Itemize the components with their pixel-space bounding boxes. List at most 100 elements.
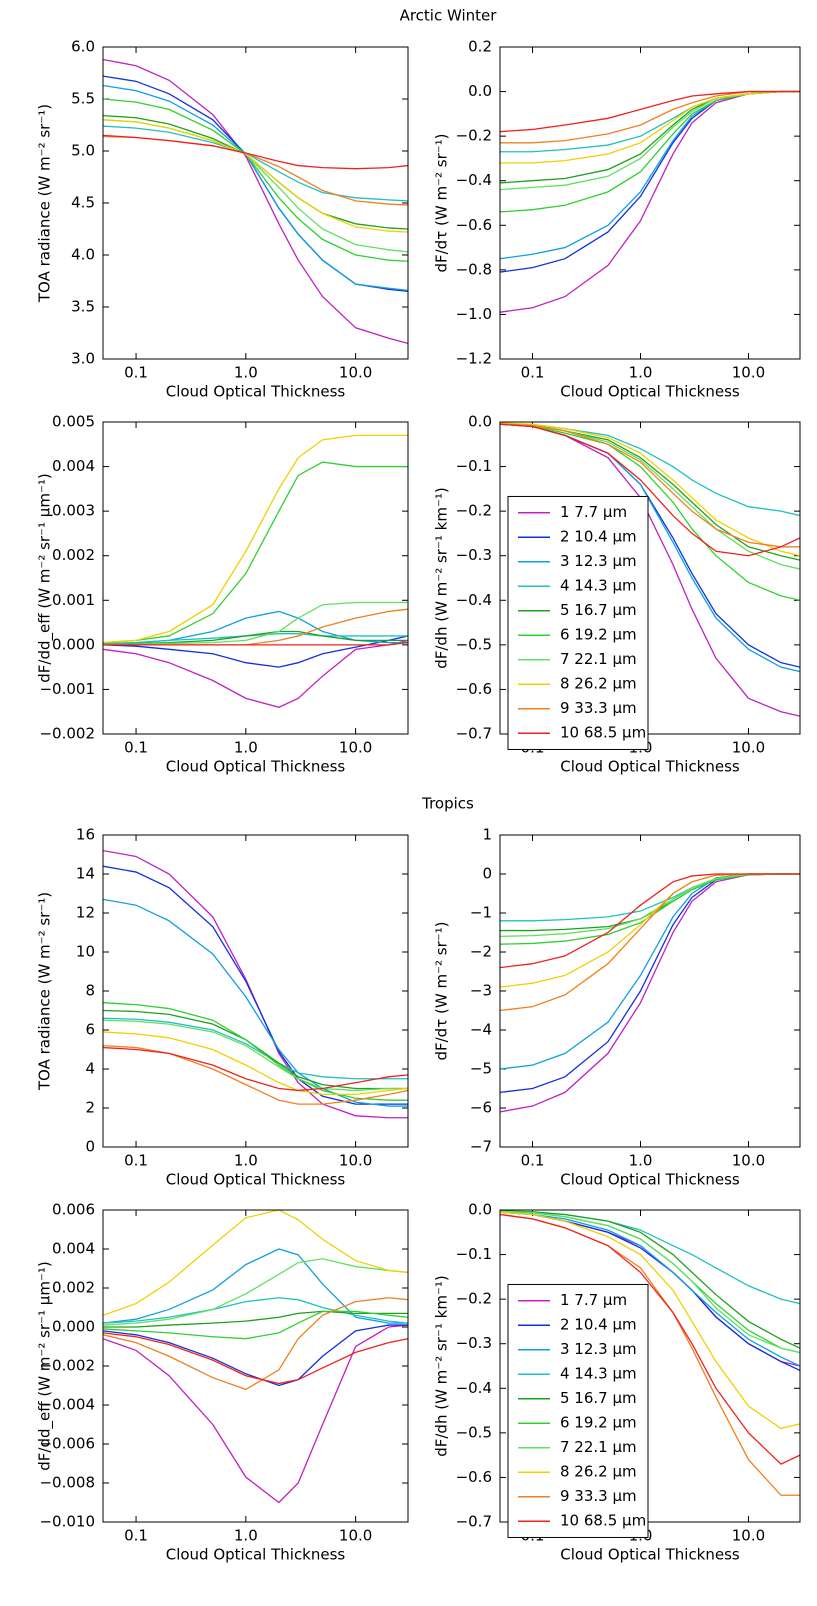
legend-label: 3 12.3 μm xyxy=(560,1340,637,1358)
series-line xyxy=(103,608,408,646)
series-line xyxy=(500,1210,800,1349)
legend-label: 4 14.3 μm xyxy=(560,1365,637,1383)
y-tick-label: 10 xyxy=(76,943,95,961)
y-tick-label: −0.010 xyxy=(39,1513,95,1531)
y-tick-label: −0.2 xyxy=(456,1290,492,1308)
series-line xyxy=(500,1210,800,1354)
series-line xyxy=(500,90,800,144)
series-line xyxy=(500,1211,800,1367)
x-axis-label: Cloud Optical Thickness xyxy=(560,758,740,776)
series-line xyxy=(500,423,800,548)
y-tick-label: 0.0 xyxy=(468,1201,492,1219)
series-line xyxy=(500,90,800,153)
y-tick-label: −6 xyxy=(470,1099,492,1117)
y-tick-label: −0.6 xyxy=(456,680,492,698)
y-tick-label: −0.6 xyxy=(456,1468,492,1486)
plot-frame xyxy=(499,46,801,360)
series-line xyxy=(103,1046,408,1092)
y-tick-label: −0.008 xyxy=(39,1474,95,1492)
series-line xyxy=(103,119,408,253)
series-line xyxy=(500,1213,800,1465)
series-line xyxy=(103,865,408,1105)
x-tick-label: 10.0 xyxy=(732,739,765,757)
y-tick-label: 16 xyxy=(76,826,95,844)
y-axis-label: dF/dτ (W m⁻² sr⁻¹) xyxy=(433,921,451,1060)
x-axis-label: Cloud Optical Thickness xyxy=(166,758,346,776)
x-tick-label: 1.0 xyxy=(629,1152,653,1170)
legend-label: 2 10.4 μm xyxy=(560,1316,637,1334)
x-axis-label: Cloud Optical Thickness xyxy=(166,1546,346,1564)
y-tick-label: 5.0 xyxy=(71,142,95,160)
series-line xyxy=(500,90,800,260)
y-axis-label: dF/dh (W m⁻² sr⁻¹ km⁻¹) xyxy=(433,487,451,669)
series-line xyxy=(500,90,800,273)
y-tick-label: 0.002 xyxy=(52,546,95,564)
series-line xyxy=(103,434,408,644)
plot-frame xyxy=(102,1209,409,1523)
y-tick-label: −0.1 xyxy=(456,457,492,475)
series-line xyxy=(500,873,800,1113)
y-tick-label: 0.000 xyxy=(52,1318,95,1336)
y-tick-label: 14 xyxy=(76,865,95,883)
y-tick-label: 2 xyxy=(85,1099,95,1117)
y-tick-label: 0 xyxy=(482,865,492,883)
legend-label: 3 12.3 μm xyxy=(560,552,637,570)
y-tick-label: 4 xyxy=(85,1060,95,1078)
y-tick-label: 0.003 xyxy=(52,502,95,520)
y-tick-label: 0.000 xyxy=(52,635,95,653)
series-line xyxy=(103,898,408,1107)
series-line xyxy=(500,873,800,938)
y-tick-label: −0.5 xyxy=(456,1423,492,1441)
series-line xyxy=(500,873,800,945)
y-tick-label: −0.004 xyxy=(39,1396,95,1414)
y-tick-label: 3.5 xyxy=(71,298,95,316)
x-tick-label: 10.0 xyxy=(732,1527,765,1545)
y-tick-label: −0.1 xyxy=(456,1245,492,1263)
plot-frame xyxy=(102,834,409,1148)
y-tick-label: −2 xyxy=(470,943,492,961)
y-tick-label: 6.0 xyxy=(71,38,95,56)
y-axis-label: dF/dd_eff (W m⁻² sr⁻¹ μm⁻¹) xyxy=(36,473,55,682)
y-tick-label: −0.8 xyxy=(456,260,492,278)
y-tick-label: −0.4 xyxy=(456,591,492,609)
y-tick-label: −1 xyxy=(470,904,492,922)
series-line xyxy=(103,1332,408,1385)
y-tick-label: −0.5 xyxy=(456,635,492,653)
x-tick-label: 0.1 xyxy=(124,1527,148,1545)
series-line xyxy=(500,90,800,164)
x-tick-label: 0.1 xyxy=(124,364,148,382)
x-axis-label: Cloud Optical Thickness xyxy=(560,1171,740,1189)
x-tick-label: 0.1 xyxy=(124,1152,148,1170)
series-line xyxy=(500,423,800,557)
series-line xyxy=(500,90,800,213)
legend-box xyxy=(507,1283,649,1538)
y-tick-label: −0.4 xyxy=(456,171,492,189)
series-line xyxy=(103,1258,408,1326)
series-line xyxy=(103,75,408,293)
series-line xyxy=(103,601,408,646)
series-line xyxy=(500,90,800,133)
x-tick-label: 10.0 xyxy=(732,1152,765,1170)
x-axis-label: Cloud Optical Thickness xyxy=(166,383,346,401)
x-tick-label: 10.0 xyxy=(339,364,372,382)
series-line xyxy=(103,1031,408,1095)
legend-label: 9 33.3 μm xyxy=(560,699,637,717)
series-line xyxy=(103,1297,408,1324)
x-tick-label: 10.0 xyxy=(732,364,765,382)
y-tick-label: 12 xyxy=(76,904,95,922)
series-line xyxy=(103,1044,408,1105)
y-tick-label: 0.0 xyxy=(468,82,492,100)
x-tick-label: 1.0 xyxy=(234,1527,258,1545)
series-line xyxy=(103,1324,408,1504)
legend-label: 6 19.2 μm xyxy=(560,626,637,644)
y-tick-label: −4 xyxy=(470,1021,492,1039)
y-tick-label: −1.2 xyxy=(456,350,492,368)
y-tick-label: −0.002 xyxy=(39,725,95,743)
x-tick-label: 1.0 xyxy=(234,1152,258,1170)
x-tick-label: 1.0 xyxy=(234,739,258,757)
series-line xyxy=(103,1019,408,1092)
y-tick-label: 0.002 xyxy=(52,1279,95,1297)
x-tick-label: 0.1 xyxy=(521,364,545,382)
x-tick-label: 10.0 xyxy=(339,1527,372,1545)
